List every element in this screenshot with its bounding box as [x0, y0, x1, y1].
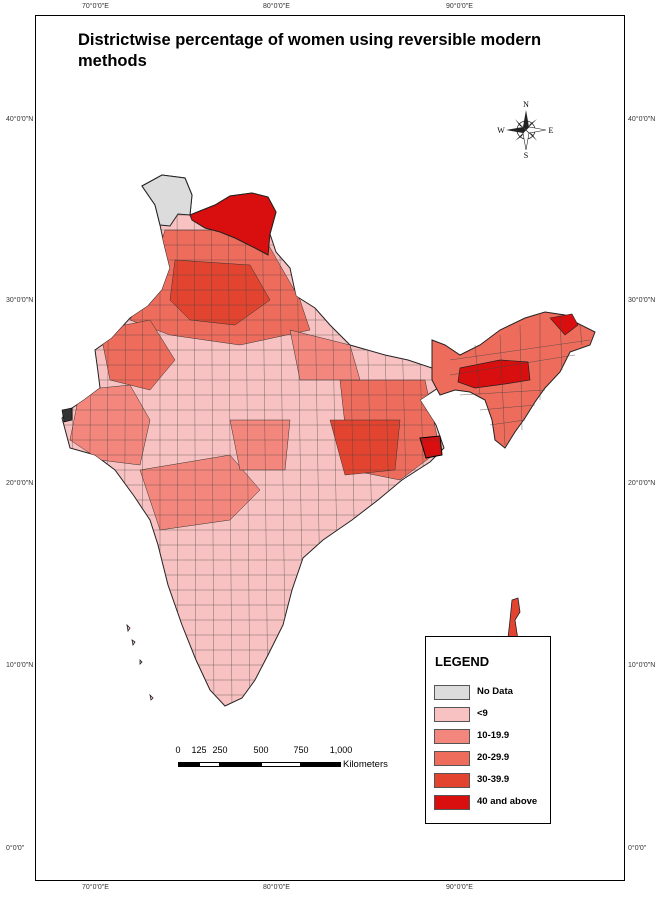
latitude-label-left-0: 0°0'0" [6, 845, 25, 852]
longitude-label-bottom-90: 90°0'0"E [446, 884, 473, 891]
legend-swatch [434, 795, 470, 810]
legend-swatch [434, 707, 470, 722]
legend-label: 10-19.9 [477, 730, 510, 741]
legend-label: No Data [477, 686, 513, 697]
zone-punjab-haryana [169, 259, 271, 326]
longitude-label-bottom-70: 70°0'0"E [82, 884, 109, 891]
legend-swatch [434, 685, 470, 700]
scale-unit-label: Kilometers [343, 759, 388, 770]
legend-swatch [434, 773, 470, 788]
no-data-region [141, 174, 193, 227]
scale-segment-3 [220, 762, 261, 767]
latitude-label-left-20: 20°0'0"N [6, 480, 34, 487]
scale-label-500: 500 [253, 745, 269, 755]
longitude-label-top-70: 70°0'0"E [82, 3, 109, 10]
legend-swatch [434, 729, 470, 744]
northeast-high-region [457, 359, 531, 389]
zone-central-patch [229, 419, 291, 471]
compass-s-label: S [524, 151, 528, 160]
scale-label-750: 750 [293, 745, 309, 755]
scale-label-125: 125 [191, 745, 207, 755]
longitude-label-top-90: 90°0'0"E [446, 3, 473, 10]
legend-label: <9 [477, 708, 488, 719]
legend-title: LEGEND [435, 654, 490, 669]
legend-box: LEGEND No Data <9 10-19.9 20-29.9 30-39.… [425, 636, 551, 824]
longitude-label-bottom-80: 80°0'0"E [263, 884, 290, 891]
legend-label: 30-39.9 [477, 774, 510, 785]
legend-label: 20-29.9 [477, 752, 510, 763]
latitude-label-left-10: 10°0'0"N [6, 662, 34, 669]
latitude-label-right-30: 30°0'0"N [628, 297, 656, 304]
longitude-label-top-80: 80°0'0"E [263, 3, 290, 10]
scale-label-0: 0 [175, 745, 181, 755]
zone-west-rajasthan [99, 319, 176, 391]
latitude-label-right-20: 20°0'0"N [628, 480, 656, 487]
scale-segment-2 [199, 762, 220, 767]
lakshadweep-islands [126, 623, 154, 701]
scale-segment-1 [178, 762, 199, 767]
compass-e-label: E [549, 126, 554, 135]
latitude-label-left-30: 30°0'0"N [6, 297, 34, 304]
scale-segment-4 [261, 762, 301, 767]
ladakh-region [189, 192, 277, 256]
map-title: Districtwise percentage of women using r… [78, 31, 542, 70]
latitude-label-left-40: 40°0'0"N [6, 116, 34, 123]
zone-maharashtra [139, 454, 261, 531]
latitude-label-right-0: 0°0'0" [628, 845, 647, 852]
scale-segment-5 [301, 762, 341, 767]
gujarat-coast-dark-region [61, 407, 73, 423]
legend-label: 40 and above [477, 796, 538, 807]
scale-label-250: 250 [212, 745, 228, 755]
scale-label-1000: 1,000 [329, 745, 353, 755]
compass-w-label: W [497, 126, 505, 135]
latitude-label-right-40: 40°0'0"N [628, 116, 656, 123]
northeast-mid-region [549, 313, 579, 336]
compass-n-label: N [523, 100, 529, 109]
kolkata-delta-region [419, 435, 443, 459]
compass-rose-icon [506, 110, 547, 151]
scale-bar: 0 125 250 500 750 1,000 Kilometers [175, 745, 405, 775]
legend-swatch [434, 751, 470, 766]
latitude-label-right-10: 10°0'0"N [628, 662, 656, 669]
